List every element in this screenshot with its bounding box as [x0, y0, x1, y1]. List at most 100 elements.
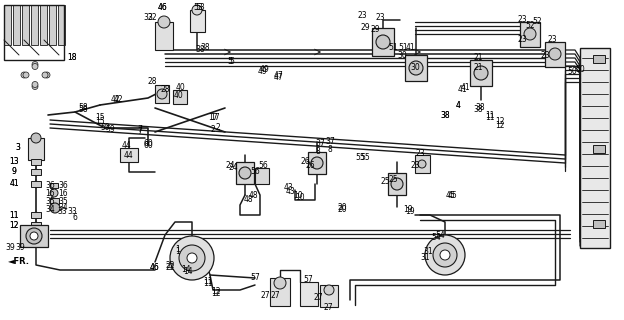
Text: 49: 49 — [259, 66, 269, 75]
Text: 38: 38 — [200, 44, 210, 52]
Bar — [31, 212, 41, 218]
Circle shape — [418, 160, 426, 168]
Circle shape — [21, 72, 27, 78]
Text: 4: 4 — [456, 100, 461, 109]
Text: 36: 36 — [45, 181, 55, 190]
Text: 16: 16 — [45, 189, 55, 198]
Text: 16: 16 — [58, 188, 68, 197]
Text: 11: 11 — [9, 211, 19, 220]
Circle shape — [158, 16, 170, 28]
Text: 41: 41 — [9, 180, 19, 188]
Bar — [120, 148, 138, 162]
Text: 45: 45 — [448, 190, 458, 199]
Text: 59: 59 — [100, 124, 110, 132]
Bar — [236, 162, 254, 184]
Bar — [190, 10, 205, 32]
Text: 44: 44 — [122, 140, 132, 149]
Text: 31: 31 — [423, 247, 433, 257]
Text: 25: 25 — [380, 178, 390, 187]
Text: 15: 15 — [95, 114, 105, 123]
Text: 43: 43 — [283, 183, 293, 193]
Bar — [405, 55, 427, 81]
Text: 27: 27 — [323, 302, 333, 311]
Text: 34: 34 — [45, 205, 55, 214]
Text: 46: 46 — [157, 4, 167, 12]
Text: 9: 9 — [12, 167, 16, 177]
Text: 10: 10 — [293, 190, 303, 199]
Circle shape — [31, 133, 41, 143]
Text: 32: 32 — [147, 13, 157, 22]
Text: 42: 42 — [110, 95, 120, 105]
Bar — [49, 5, 56, 45]
Text: 57: 57 — [303, 276, 313, 284]
Circle shape — [425, 235, 465, 275]
Text: 51: 51 — [388, 44, 398, 52]
Text: 4: 4 — [456, 100, 461, 109]
Text: 41: 41 — [457, 85, 467, 94]
Circle shape — [192, 5, 202, 15]
Bar — [28, 138, 44, 160]
Text: 13: 13 — [9, 157, 19, 166]
Circle shape — [549, 48, 561, 60]
Text: 46: 46 — [150, 263, 160, 273]
Circle shape — [23, 72, 29, 78]
Text: 19: 19 — [405, 207, 415, 217]
Bar — [4, 5, 64, 60]
Text: 15: 15 — [95, 117, 105, 126]
Text: 41: 41 — [460, 84, 470, 92]
Text: 38: 38 — [473, 106, 483, 115]
Circle shape — [324, 285, 334, 295]
Bar — [320, 285, 338, 307]
Text: 14: 14 — [181, 266, 191, 275]
Bar — [13, 5, 20, 45]
Circle shape — [157, 89, 167, 99]
Text: 30: 30 — [397, 51, 407, 60]
Bar — [308, 152, 326, 174]
Bar — [388, 173, 406, 195]
Text: 32: 32 — [143, 13, 153, 22]
Text: 9: 9 — [12, 167, 16, 177]
Bar — [415, 155, 430, 173]
Text: 55: 55 — [360, 154, 370, 163]
Text: 33: 33 — [67, 207, 77, 217]
Text: 56: 56 — [258, 161, 268, 170]
Text: 35: 35 — [45, 197, 55, 206]
Text: 11: 11 — [203, 278, 213, 287]
Text: 21: 21 — [473, 63, 483, 73]
Bar — [31, 181, 41, 187]
Circle shape — [44, 72, 50, 78]
Text: 45: 45 — [445, 190, 455, 199]
Text: 37: 37 — [325, 138, 335, 147]
Text: 11: 11 — [485, 110, 495, 119]
Text: 55: 55 — [355, 154, 365, 163]
Bar — [22, 5, 29, 45]
Text: 23: 23 — [375, 13, 385, 22]
Text: 23: 23 — [410, 161, 420, 170]
Bar — [58, 5, 65, 45]
Text: 2: 2 — [216, 124, 220, 132]
Text: 49: 49 — [258, 68, 268, 76]
Text: 36: 36 — [58, 180, 68, 189]
Text: 50: 50 — [567, 68, 577, 76]
Text: 22: 22 — [165, 263, 175, 273]
Text: 38: 38 — [440, 110, 450, 119]
Text: 41: 41 — [405, 44, 415, 52]
Bar — [255, 168, 269, 184]
Text: 30: 30 — [410, 63, 420, 73]
Text: 52: 52 — [532, 18, 542, 27]
Bar — [20, 225, 48, 247]
Text: 51: 51 — [398, 44, 408, 52]
Text: 38: 38 — [195, 45, 205, 54]
Text: 12: 12 — [9, 220, 19, 229]
Text: 48: 48 — [243, 196, 253, 204]
Bar — [31, 222, 41, 228]
Circle shape — [391, 178, 403, 190]
Circle shape — [440, 250, 450, 260]
Bar — [270, 278, 290, 306]
Bar — [470, 60, 492, 86]
Text: 3: 3 — [16, 143, 21, 153]
Circle shape — [50, 189, 58, 197]
Text: 59: 59 — [105, 125, 115, 134]
Bar — [31, 159, 41, 165]
Text: 7: 7 — [137, 127, 142, 137]
